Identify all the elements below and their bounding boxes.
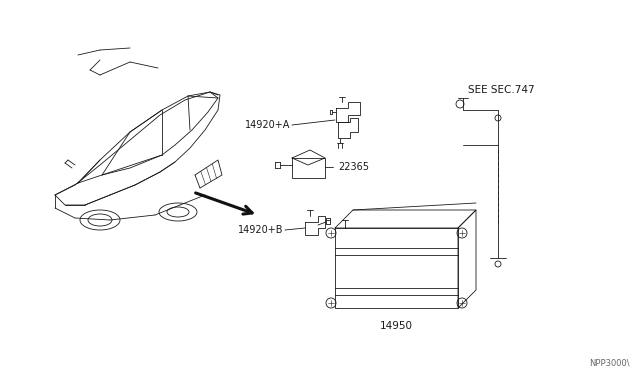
Text: 14920+B: 14920+B — [237, 225, 283, 235]
Text: SEE SEC.747: SEE SEC.747 — [468, 85, 534, 95]
Text: 14950: 14950 — [380, 321, 413, 331]
Text: 14920+A: 14920+A — [244, 120, 290, 130]
Text: NPP3000\: NPP3000\ — [589, 359, 630, 368]
Text: 22365: 22365 — [338, 162, 369, 172]
